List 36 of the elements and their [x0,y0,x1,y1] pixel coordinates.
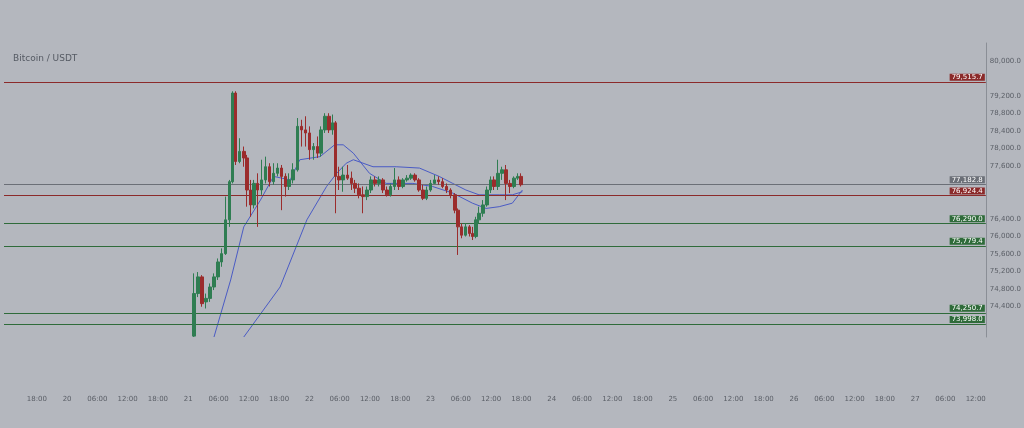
candlestick [234,90,237,166]
candlestick [256,172,259,228]
candlestick [504,164,508,201]
candlestick [471,226,474,241]
candlestick [397,175,401,191]
candlestick [437,175,440,186]
candlestick [512,175,516,189]
candlestick [334,120,337,214]
candlestick [300,119,303,148]
candlestick [327,112,331,134]
candlestick [260,159,263,196]
candlestick [409,172,413,181]
candlestick [341,166,345,193]
candlestick [361,185,365,214]
candlestick [373,175,377,187]
candlestick [492,175,496,191]
candlestick [441,177,444,189]
candlestick [280,164,283,211]
candlestick [468,224,471,238]
candlestick [401,177,405,189]
candlestick [268,162,271,187]
candlestick [238,137,241,164]
text: Bitcoin / USDT [13,52,78,63]
candlestick [496,159,500,191]
candlestick [331,114,334,136]
candlestick [381,177,385,194]
candlestick [445,182,448,194]
candlestick [464,222,467,238]
candlestick [312,142,315,161]
candlestick [519,172,523,187]
candlestick [272,162,275,186]
candlestick [316,135,319,159]
candlestick [252,179,256,209]
candlestick [200,274,204,308]
candlestick [377,175,381,187]
candlestick [192,272,196,338]
